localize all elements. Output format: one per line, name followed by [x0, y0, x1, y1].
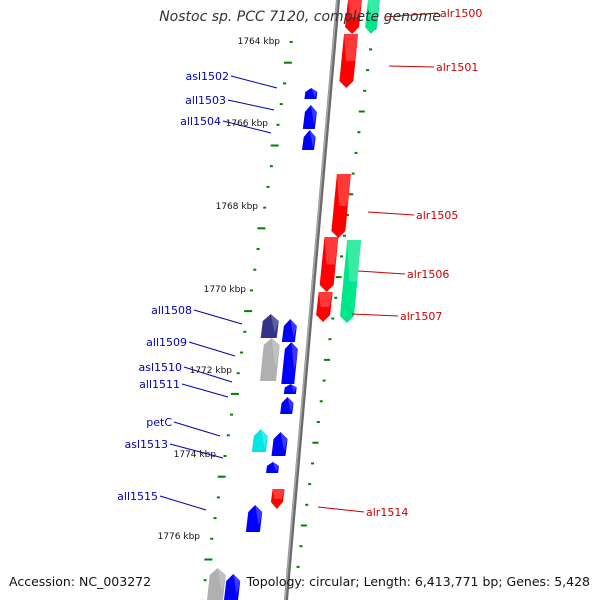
leader-line	[159, 495, 207, 511]
leader-line	[173, 421, 221, 437]
kbp-label: 1772 kbp	[190, 366, 233, 376]
gene-alr1506[interactable]	[319, 237, 339, 292]
reverse-gene-label[interactable]: petC	[146, 416, 172, 429]
forward-gene-label[interactable]: alr1505	[416, 209, 458, 222]
gene-alr1514[interactable]	[270, 489, 285, 509]
gene-labels: alr1500 alr1501 alr1505 alr1506 alr1507 alr15…	[117, 7, 482, 519]
gene-all1509[interactable]	[281, 342, 298, 384]
forward-gene-label[interactable]: alr1507	[400, 310, 442, 323]
gene-asl1510[interactable]	[283, 384, 297, 394]
reverse-gene-label[interactable]: asl1502	[185, 70, 229, 83]
gene-petC[interactable]	[271, 432, 288, 456]
reverse-gene-label[interactable]: all1503	[185, 94, 226, 107]
gene-bottom[interactable]	[224, 574, 241, 600]
reverse-gene-label[interactable]: asl1513	[124, 438, 168, 451]
leader-line	[357, 270, 406, 275]
gene-alr1500-rna[interactable]	[365, 0, 380, 34]
reverse-gene-label[interactable]: all1515	[117, 490, 158, 503]
gene-alr1501[interactable]	[339, 34, 359, 88]
leader-line	[367, 211, 415, 216]
leader-line	[169, 443, 224, 459]
leader-line	[181, 383, 229, 398]
gene-features	[207, 0, 380, 600]
gene-all1508[interactable]	[281, 319, 297, 342]
leader-line	[230, 75, 278, 89]
forward-gene-label[interactable]: alr1506	[407, 268, 449, 281]
forward-gene-label[interactable]: alr1501	[436, 61, 478, 74]
kbp-label: 1774 kbp	[174, 450, 217, 460]
leader-line	[384, 12, 439, 18]
gene-alr1507-rna[interactable]	[340, 240, 362, 323]
gene-alr1507[interactable]	[316, 292, 333, 322]
leader-line	[351, 313, 399, 317]
gene-all1515[interactable]	[245, 505, 263, 532]
gene-all1503[interactable]	[302, 105, 317, 129]
kbp-label: 1770 kbp	[204, 285, 247, 295]
gene-all1504[interactable]	[302, 130, 316, 150]
reverse-gene-label[interactable]: all1511	[139, 378, 180, 391]
topology-text: Topology: circular; Length: 6,413,771 bp…	[246, 574, 590, 589]
kbp-label: 1764 kbp	[238, 37, 281, 47]
gene-all1508-selected[interactable]	[260, 314, 279, 338]
kbp-label: 1766 kbp	[226, 119, 269, 129]
reverse-gene-label[interactable]: asl1510	[138, 361, 182, 374]
left-tick-track	[200, 41, 293, 600]
forward-gene-label[interactable]: alr1514	[366, 506, 408, 519]
gene-pseudo-bottom[interactable]	[207, 568, 226, 600]
label-leader-lines	[159, 12, 439, 513]
reverse-gene-label[interactable]: all1509	[146, 336, 187, 349]
genome-backbone	[281, 0, 343, 600]
kbp-label: 1776 kbp	[158, 532, 201, 542]
kbp-labels: 1764 kbp 1766 kbp 1768 kbp 1770 kbp 1772 kbp…	[158, 37, 281, 542]
leader-line	[388, 65, 435, 68]
reverse-gene-label[interactable]: all1508	[151, 304, 192, 317]
gene-alr1500[interactable]	[345, 0, 362, 34]
reverse-gene-label[interactable]: all1504	[180, 115, 221, 128]
leader-line	[222, 120, 272, 134]
leader-line	[227, 99, 275, 111]
gene-all1511[interactable]	[280, 397, 294, 414]
forward-gene-label[interactable]: alr1500	[440, 7, 482, 20]
gene-alr1505[interactable]	[331, 174, 351, 238]
gene-all1509-pseudo[interactable]	[259, 338, 280, 381]
leader-line	[193, 309, 243, 325]
kbp-label: 1768 kbp	[216, 202, 259, 212]
gene-petC-rna[interactable]	[251, 429, 268, 452]
leader-line	[188, 341, 236, 357]
gene-asl1502[interactable]	[304, 88, 318, 99]
map-title: Nostoc sp. PCC 7120, complete genome	[159, 9, 441, 25]
leader-line	[317, 506, 365, 513]
accession-text: Accession: NC_003272	[9, 574, 152, 589]
leader-line	[183, 366, 233, 383]
gene-asl1513[interactable]	[266, 462, 279, 473]
